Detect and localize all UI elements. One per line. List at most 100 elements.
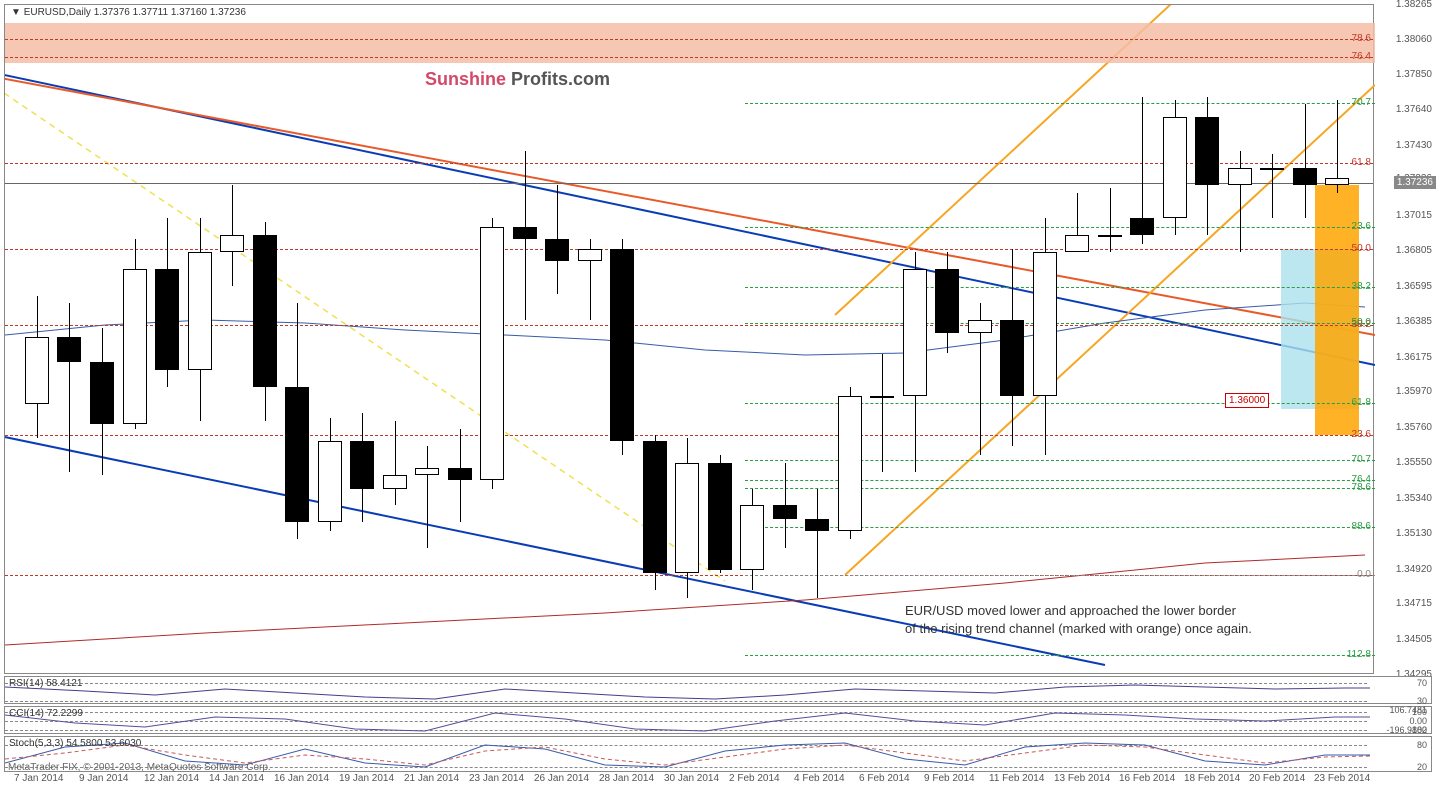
fib-label: 78.6: [1352, 33, 1371, 44]
dropdown-icon[interactable]: ▼: [11, 7, 21, 18]
price-tick: 1.34715: [1396, 598, 1432, 609]
fib-line: [745, 103, 1375, 104]
candle[interactable]: [578, 249, 602, 261]
candle[interactable]: [155, 269, 179, 370]
date-tick: 28 Jan 2014: [599, 773, 654, 784]
date-tick: 16 Jan 2014: [274, 773, 329, 784]
candle[interactable]: [708, 463, 732, 569]
fib-label: 88.6: [1352, 521, 1371, 532]
fib-line: [5, 57, 1373, 58]
price-tick: 1.35340: [1396, 493, 1432, 504]
candle[interactable]: [545, 239, 569, 261]
candle[interactable]: [740, 505, 764, 569]
price-tick: 1.37015: [1396, 210, 1432, 221]
candle[interactable]: [1293, 168, 1317, 185]
candle[interactable]: [1130, 218, 1154, 235]
date-tick: 16 Feb 2014: [1119, 773, 1175, 784]
cci-label: CCI(14) 72.2299: [9, 708, 83, 719]
candle[interactable]: [903, 269, 927, 396]
fib-label: 23.6: [1352, 221, 1371, 232]
candle[interactable]: [253, 235, 277, 387]
candle[interactable]: [870, 396, 894, 398]
candle[interactable]: [1260, 168, 1284, 170]
fib-label: 78.6: [1352, 482, 1371, 493]
candle[interactable]: [1163, 117, 1187, 218]
candle-wick: [817, 489, 818, 599]
date-tick: 11 Feb 2014: [989, 773, 1044, 784]
symbol-label: EURUSD,Daily: [24, 7, 91, 18]
date-tick: 13 Feb 2014: [1054, 773, 1110, 784]
date-tick: 20 Feb 2014: [1249, 773, 1305, 784]
candle[interactable]: [123, 269, 147, 424]
fib-label: 70.7: [1352, 97, 1371, 108]
candle[interactable]: [1033, 252, 1057, 395]
candle[interactable]: [415, 468, 439, 475]
candle[interactable]: [610, 249, 634, 441]
candle[interactable]: [25, 337, 49, 405]
price-tick: 1.36595: [1396, 281, 1432, 292]
candle[interactable]: [935, 269, 959, 333]
candle[interactable]: [1325, 178, 1349, 185]
candle[interactable]: [643, 441, 667, 573]
main-chart-area[interactable]: ▼ EURUSD,Daily 1.37376 1.37711 1.37160 1…: [4, 4, 1374, 674]
price-tick: 1.36385: [1396, 316, 1432, 327]
candle[interactable]: [513, 227, 537, 239]
candle[interactable]: [1195, 117, 1219, 185]
candle[interactable]: [220, 235, 244, 252]
candle[interactable]: [318, 441, 342, 522]
date-tick: 26 Jan 2014: [534, 773, 589, 784]
date-tick: 19 Jan 2014: [339, 773, 394, 784]
candle[interactable]: [1228, 168, 1252, 185]
fib-label: 0.0: [1357, 569, 1371, 580]
date-tick: 21 Jan 2014: [404, 773, 459, 784]
price-tick: 1.35130: [1396, 528, 1432, 539]
candle[interactable]: [188, 252, 212, 370]
candle-wick: [1110, 188, 1111, 252]
price-tick: 1.38060: [1396, 34, 1432, 45]
annotation-text: EUR/USD moved lower and approached the l…: [905, 602, 1252, 638]
fib-line: [5, 39, 1373, 40]
price-tick: 1.35970: [1396, 386, 1432, 397]
candle[interactable]: [1000, 320, 1024, 396]
candle[interactable]: [90, 362, 114, 424]
candle[interactable]: [675, 463, 699, 573]
cci-panel[interactable]: CCI(14) 72.22991000.00-100106.7481-196.9…: [4, 706, 1432, 734]
candle[interactable]: [838, 396, 862, 531]
fib-label: 61.8: [1352, 397, 1371, 408]
candle[interactable]: [805, 519, 829, 531]
price-tick: 1.38265: [1396, 0, 1432, 10]
rsi-panel[interactable]: RSI(14) 58.41217030: [4, 676, 1432, 704]
date-tick: 23 Jan 2014: [469, 773, 524, 784]
date-tick: 30 Jan 2014: [664, 773, 719, 784]
date-tick: 4 Feb 2014: [794, 773, 845, 784]
fib-line: [5, 249, 1373, 250]
candle-wick: [427, 446, 428, 547]
price-tick: 1.37430: [1396, 140, 1432, 151]
candle[interactable]: [285, 387, 309, 522]
candle-wick: [1240, 151, 1241, 252]
candle[interactable]: [480, 227, 504, 480]
fib-label: 23.6: [1352, 429, 1371, 440]
candle-wick: [69, 303, 70, 472]
candle[interactable]: [383, 475, 407, 489]
candle[interactable]: [350, 441, 374, 488]
candle[interactable]: [448, 468, 472, 480]
chart-header: ▼ EURUSD,Daily 1.37376 1.37711 1.37160 1…: [11, 7, 246, 18]
price-tick: 1.36805: [1396, 245, 1432, 256]
candle-wick: [1272, 154, 1273, 218]
price-tick: 1.35760: [1396, 422, 1432, 433]
ref-label: 80: [1417, 740, 1427, 750]
rsi-label: RSI(14) 58.4121: [9, 678, 82, 689]
candle[interactable]: [57, 337, 81, 362]
candle[interactable]: [1098, 235, 1122, 237]
ohlc-label: 1.37376 1.37711 1.37160 1.37236: [94, 7, 246, 18]
fib-label: 70.7: [1352, 454, 1371, 465]
date-tick: 6 Feb 2014: [859, 773, 910, 784]
price-tick: 1.34505: [1396, 634, 1432, 645]
current-price-marker: 1.37236: [1394, 176, 1436, 189]
fib-label: 61.8: [1352, 157, 1371, 168]
candle[interactable]: [1065, 235, 1089, 252]
price-tick: 1.37640: [1396, 104, 1432, 115]
candle[interactable]: [773, 505, 797, 519]
candle[interactable]: [968, 320, 992, 334]
